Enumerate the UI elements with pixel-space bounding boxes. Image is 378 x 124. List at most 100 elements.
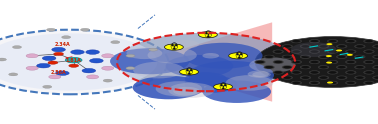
Circle shape (274, 61, 282, 63)
Circle shape (300, 65, 311, 69)
Circle shape (364, 60, 374, 64)
Circle shape (365, 82, 373, 84)
Circle shape (318, 65, 329, 69)
Circle shape (355, 55, 365, 59)
Circle shape (282, 76, 293, 79)
Circle shape (26, 66, 38, 70)
Circle shape (274, 71, 282, 74)
Circle shape (302, 45, 309, 48)
Circle shape (273, 60, 284, 64)
Circle shape (184, 76, 237, 93)
Circle shape (347, 50, 355, 53)
Polygon shape (138, 22, 272, 102)
Circle shape (54, 52, 64, 56)
Circle shape (291, 60, 302, 64)
Circle shape (111, 41, 120, 44)
Circle shape (56, 71, 69, 75)
Text: ☢: ☢ (203, 30, 212, 40)
Circle shape (327, 71, 338, 74)
Circle shape (87, 75, 99, 79)
Circle shape (355, 76, 365, 79)
Circle shape (229, 53, 248, 59)
Circle shape (48, 61, 58, 64)
Circle shape (320, 76, 327, 79)
Circle shape (356, 45, 364, 48)
Circle shape (46, 28, 56, 31)
Circle shape (265, 66, 273, 68)
Circle shape (264, 65, 274, 69)
Circle shape (9, 73, 18, 76)
Circle shape (226, 75, 273, 91)
Circle shape (184, 43, 263, 69)
Circle shape (62, 36, 71, 39)
Circle shape (364, 50, 374, 53)
Circle shape (336, 76, 347, 79)
Circle shape (255, 60, 265, 64)
Circle shape (65, 57, 82, 63)
Circle shape (293, 40, 300, 42)
Circle shape (355, 45, 365, 48)
Circle shape (347, 71, 355, 74)
Circle shape (327, 60, 338, 64)
Circle shape (291, 81, 302, 85)
Circle shape (338, 45, 345, 48)
Circle shape (309, 60, 320, 64)
Circle shape (318, 76, 329, 79)
Circle shape (320, 56, 327, 58)
Circle shape (345, 81, 356, 85)
Circle shape (26, 54, 38, 58)
Circle shape (264, 55, 274, 59)
Circle shape (336, 49, 342, 51)
Circle shape (168, 83, 214, 98)
Circle shape (329, 40, 336, 42)
Circle shape (356, 76, 364, 79)
Circle shape (338, 76, 345, 79)
Circle shape (253, 72, 271, 78)
Circle shape (345, 60, 356, 64)
Circle shape (274, 50, 282, 53)
Circle shape (202, 53, 219, 58)
Circle shape (311, 71, 318, 74)
Circle shape (102, 54, 114, 58)
Circle shape (318, 45, 329, 48)
Circle shape (198, 32, 217, 38)
Circle shape (249, 57, 296, 73)
Circle shape (284, 56, 291, 58)
Circle shape (364, 71, 374, 74)
Circle shape (12, 46, 22, 49)
Circle shape (320, 45, 327, 48)
Circle shape (166, 55, 233, 77)
Circle shape (302, 66, 309, 68)
Circle shape (0, 33, 157, 91)
Circle shape (291, 50, 302, 53)
Circle shape (86, 50, 99, 54)
Circle shape (374, 66, 378, 68)
Circle shape (345, 50, 356, 53)
Circle shape (265, 56, 273, 58)
Circle shape (293, 61, 300, 63)
Circle shape (365, 71, 373, 74)
Circle shape (42, 56, 56, 61)
Circle shape (374, 45, 378, 48)
Circle shape (374, 76, 378, 79)
Circle shape (291, 42, 336, 57)
Circle shape (102, 66, 114, 70)
Circle shape (284, 76, 291, 79)
Circle shape (293, 82, 300, 84)
Circle shape (365, 50, 373, 53)
Circle shape (291, 39, 302, 43)
Circle shape (180, 69, 198, 75)
Text: ☢: ☢ (234, 51, 243, 61)
Circle shape (336, 65, 347, 69)
Circle shape (364, 81, 374, 85)
Circle shape (356, 66, 364, 68)
Circle shape (0, 30, 168, 94)
Circle shape (364, 39, 374, 43)
Circle shape (173, 40, 199, 49)
Circle shape (327, 81, 338, 85)
Circle shape (365, 61, 373, 63)
Circle shape (173, 87, 200, 96)
Circle shape (300, 76, 311, 79)
Circle shape (338, 66, 345, 68)
Circle shape (255, 37, 378, 87)
